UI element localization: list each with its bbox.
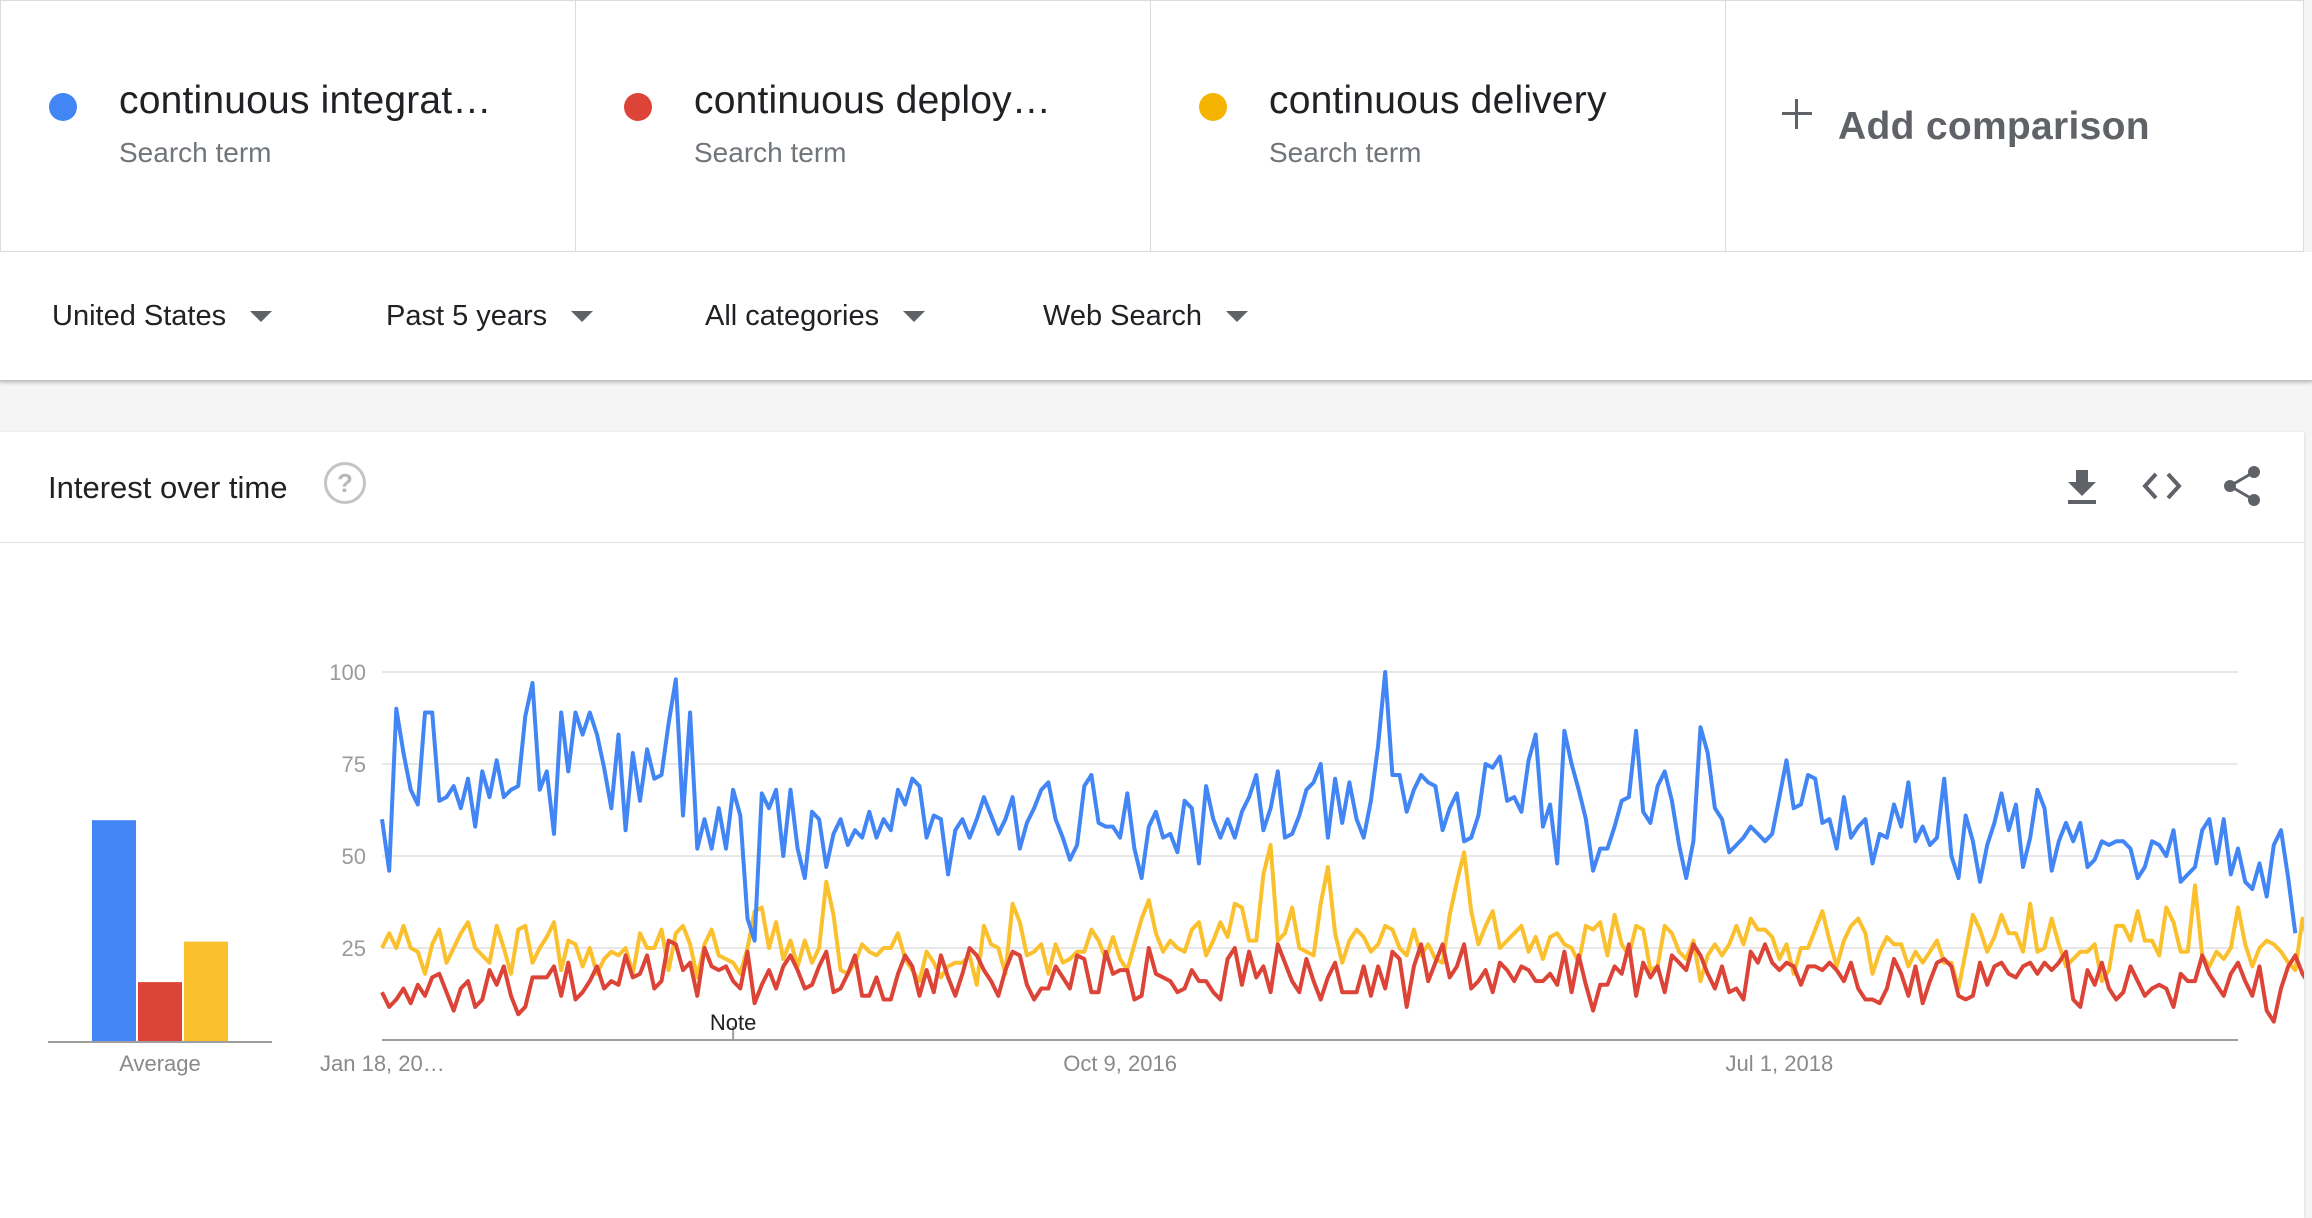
series-color-dot xyxy=(1199,93,1227,121)
share-icon[interactable] xyxy=(2220,464,2264,508)
term-label[interactable]: continuous integration xyxy=(119,79,494,122)
average-label: Average xyxy=(119,1051,201,1076)
average-bar xyxy=(184,941,228,1041)
note-annotation: Note xyxy=(710,1010,756,1035)
average-bar xyxy=(92,820,136,1041)
plus-icon xyxy=(1782,99,1812,129)
region-value: United States xyxy=(52,300,227,332)
add-comparison-button[interactable]: Add comparison xyxy=(1726,1,2304,251)
filter-bar: United States Past 5 years All categorie… xyxy=(0,252,2312,382)
average-bar xyxy=(138,982,182,1041)
category-dropdown[interactable]: All categories xyxy=(705,300,926,333)
term-card-2[interactable]: continuous deployment Search term xyxy=(576,1,1151,251)
interest-chart[interactable]: Average 25 50 75 100 Jan 18, 20… Oct 9, 2016 Ju… xyxy=(0,432,2304,1218)
y-tick-label: 100 xyxy=(329,660,366,685)
term-label[interactable]: continuous delivery xyxy=(1269,79,1607,122)
interest-over-time-card: Interest over time ? Average 25 50 75 100 Jan… xyxy=(0,432,2304,1218)
series-color-dot xyxy=(49,93,77,121)
y-tick-label: 50 xyxy=(342,844,366,869)
chevron-down-icon xyxy=(1226,311,1249,322)
chevron-down-icon xyxy=(571,311,594,322)
search-type-dropdown[interactable]: Web Search xyxy=(1043,300,1249,333)
chevron-down-icon xyxy=(250,311,273,322)
search-type-value: Web Search xyxy=(1043,300,1203,332)
term-label[interactable]: continuous deployment xyxy=(694,79,1069,122)
add-comparison-label: Add comparison xyxy=(1838,105,2150,148)
term-type-label: Search term xyxy=(119,137,272,168)
download-icon[interactable] xyxy=(2060,464,2104,508)
region-dropdown[interactable]: United States xyxy=(52,300,273,333)
series-line xyxy=(380,843,2304,991)
term-card-3[interactable]: continuous delivery Search term xyxy=(1151,1,1726,251)
term-type-label: Search term xyxy=(694,137,847,168)
time-range-value: Past 5 years xyxy=(386,300,548,332)
x-tick-label: Jan 18, 20… xyxy=(320,1051,445,1076)
series-color-dot xyxy=(624,93,652,121)
x-tick-label: Oct 9, 2016 xyxy=(1063,1051,1177,1076)
card-title: Interest over time xyxy=(48,470,288,505)
time-range-dropdown[interactable]: Past 5 years xyxy=(386,300,594,333)
chevron-down-icon xyxy=(903,311,926,322)
embed-code-icon[interactable] xyxy=(2140,464,2184,508)
term-card-1[interactable]: continuous integration Search term xyxy=(1,1,576,251)
series-line xyxy=(380,938,2304,1024)
x-tick-label: Jul 1, 2018 xyxy=(1726,1051,1834,1076)
card-header: Interest over time ? xyxy=(0,432,2304,543)
series-line xyxy=(380,670,2298,943)
y-tick-label: 75 xyxy=(342,752,366,777)
category-value: All categories xyxy=(705,300,880,332)
y-tick-label: 25 xyxy=(342,936,366,961)
search-terms-bar: continuous integration Search term conti… xyxy=(0,0,2304,252)
help-icon[interactable]: ? xyxy=(324,462,366,504)
term-type-label: Search term xyxy=(1269,137,1422,168)
